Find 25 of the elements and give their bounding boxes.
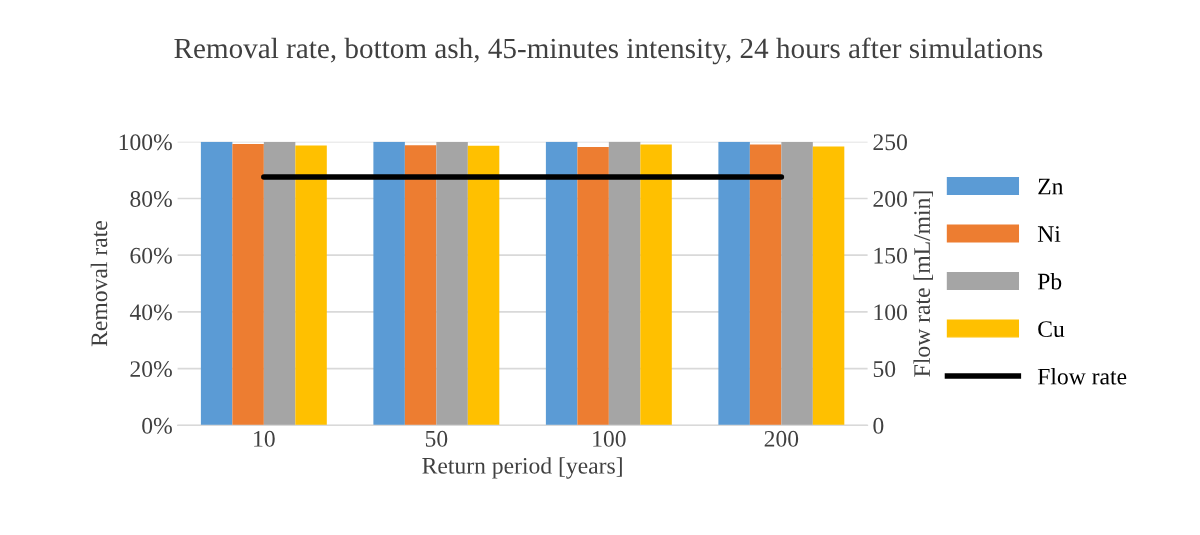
legend-label: Cu [1038, 321, 1065, 338]
legend-label: Pb [1037, 272, 1062, 290]
y2-tick-label: 250 [873, 134, 907, 151]
y2-tick-label: 0 [873, 417, 884, 434]
y-tick-label: 60% [130, 247, 172, 264]
y2-tick-label: 200 [873, 190, 907, 207]
x-tick-label: 200 [764, 430, 799, 447]
y-tick-label: 80% [130, 190, 172, 207]
y-axis-title: Removal rate [90, 221, 108, 347]
chart-title: Removal rate, bottom ash, 45-minutes intensity, 24 hours after simulations [174, 37, 1043, 65]
x-tick-label: 100 [593, 430, 626, 447]
x-tick-label: 50 [425, 430, 448, 447]
y2-axis-title: Flow rate [mL/min] [913, 191, 933, 377]
legend-label: Ni [1037, 226, 1061, 242]
y-tick-label: 100% [119, 134, 172, 151]
x-tick-label: 10 [254, 430, 275, 447]
y-tick-label: 20% [130, 361, 172, 378]
legend-label: Zn [1038, 178, 1064, 195]
y-tick-label: 0% [142, 417, 172, 434]
y2-tick-label: 100 [874, 304, 907, 321]
legend-label: Flow rate [1037, 367, 1127, 385]
y2-tick-label: 150 [874, 247, 907, 264]
x-axis-title: Return period [years] [422, 457, 622, 479]
y-tick-label: 40% [129, 304, 172, 321]
y2-tick-label: 50 [873, 361, 896, 378]
